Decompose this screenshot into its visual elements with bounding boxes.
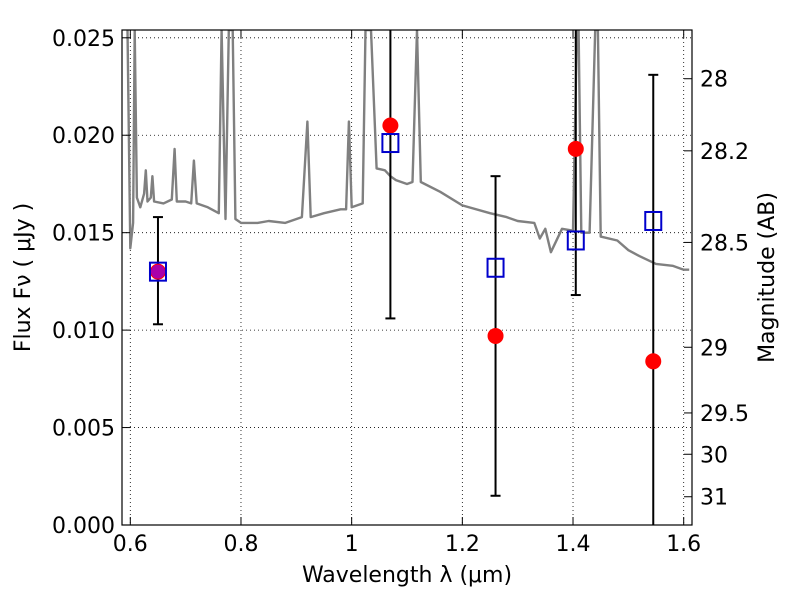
model-photometry-point xyxy=(566,230,585,251)
observed-point xyxy=(567,140,584,157)
model-photometry-point xyxy=(486,257,505,278)
model-photometry-point xyxy=(148,261,167,282)
overlap-point xyxy=(150,264,165,279)
right-tick-label: 29 xyxy=(700,336,728,361)
model-photometry-point xyxy=(381,133,400,154)
x-tick-label: 1 xyxy=(345,532,359,557)
marker-layer xyxy=(148,30,663,525)
series-layer xyxy=(126,30,690,271)
model-photometry-point xyxy=(644,210,663,231)
right-tick-label: 31 xyxy=(700,486,728,511)
x-tick-label: 1.4 xyxy=(556,532,591,557)
grid xyxy=(122,30,692,526)
observed-point xyxy=(645,353,662,370)
right-tick-label: 28.5 xyxy=(700,231,749,256)
right-tick-label: 29.5 xyxy=(700,402,749,427)
y-tick-label: 0.025 xyxy=(52,27,115,52)
observed-point xyxy=(382,117,399,134)
x-tick-label: 0.8 xyxy=(223,532,258,557)
right-axis-label: Magnitude (AB) xyxy=(755,192,780,363)
x-tick-label: 1.6 xyxy=(666,532,701,557)
x-axis-label: Wavelength λ (μm) xyxy=(302,563,512,588)
tick-layer: 0.6 0.8 1 1.2 1.4 1.6 0.000 0.005 0.010 0.015 0.02… xyxy=(52,27,749,557)
right-tick-label: 30 xyxy=(700,443,728,468)
y-tick-label: 0.000 xyxy=(52,514,115,539)
y-tick-label: 0.015 xyxy=(52,222,115,247)
y-tick-label: 0.010 xyxy=(52,319,115,344)
x-tick-label: 1.2 xyxy=(445,532,480,557)
y-tick-label: 0.005 xyxy=(52,417,115,442)
y-axis-label: Flux Fν ( μJy ) xyxy=(11,203,36,352)
right-tick-label: 28 xyxy=(700,68,728,93)
y-tick-label: 0.020 xyxy=(52,124,115,149)
plot-frame xyxy=(121,29,693,526)
right-tick-label: 28.2 xyxy=(700,140,749,165)
observed-point xyxy=(487,327,504,344)
x-tick-label: 0.6 xyxy=(113,532,148,557)
model-spectrum-line xyxy=(126,30,690,271)
